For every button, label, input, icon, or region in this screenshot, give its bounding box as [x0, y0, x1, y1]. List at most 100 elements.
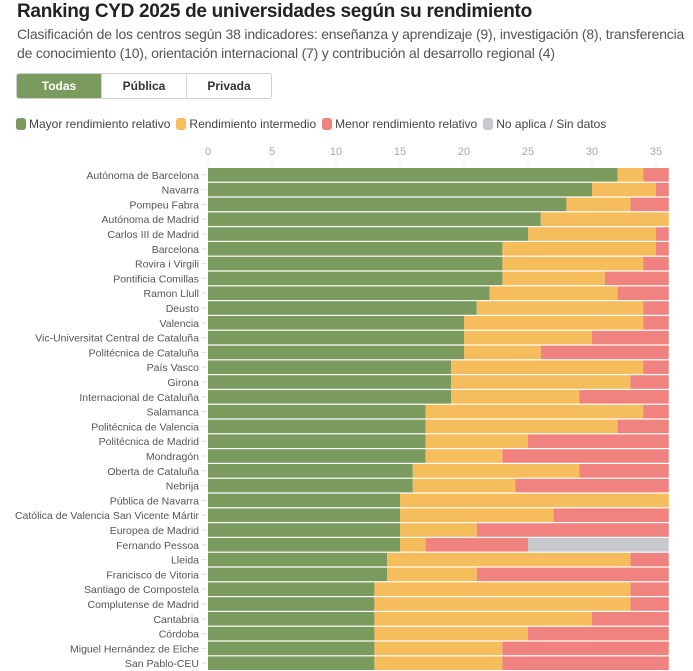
bar-segment-menor[interactable] [515, 478, 669, 493]
bar-segment-mayor[interactable] [208, 597, 375, 611]
bar-segment-mayor[interactable] [208, 508, 400, 522]
bar-segment-intermedio[interactable] [400, 523, 477, 537]
bar-segment-mayor[interactable] [208, 582, 375, 596]
bar-segment-menor[interactable] [630, 582, 669, 596]
bar-segment-intermedio[interactable] [374, 656, 503, 670]
bar-segment-mayor[interactable] [208, 404, 426, 419]
bar-segment-mayor[interactable] [208, 375, 452, 389]
filter-publica-button[interactable]: Pública [102, 74, 187, 98]
bar-segment-menor[interactable] [502, 641, 669, 656]
bar-segment-menor[interactable] [656, 242, 669, 256]
bar-segment-intermedio[interactable] [387, 567, 477, 582]
bar-segment-menor[interactable] [592, 612, 669, 626]
bar-segment-menor[interactable] [502, 656, 669, 670]
bar-segment-menor[interactable] [643, 168, 669, 182]
bar-segment-intermedio[interactable] [476, 301, 644, 315]
bar-segment-intermedio[interactable] [412, 464, 580, 478]
bar-segment-mayor[interactable] [208, 390, 452, 404]
bar-segment-mayor[interactable] [208, 523, 400, 537]
bar-segment-intermedio[interactable] [400, 538, 426, 552]
bar-segment-mayor[interactable] [208, 478, 413, 493]
bar-segment-mayor[interactable] [208, 419, 426, 434]
bar-segment-menor[interactable] [630, 197, 669, 212]
bar-segment-mayor[interactable] [208, 168, 618, 182]
bar-segment-intermedio[interactable] [451, 360, 644, 374]
bar-segment-mayor[interactable] [208, 567, 388, 582]
bar-segment-mayor[interactable] [208, 271, 503, 286]
bar-segment-menor[interactable] [540, 345, 669, 360]
legend-item-menor[interactable]: Menor rendimiento relativo [322, 117, 477, 131]
bar-segment-mayor[interactable] [208, 612, 375, 626]
bar-segment-intermedio[interactable] [502, 242, 656, 256]
bar-segment-mayor[interactable] [208, 242, 503, 256]
bar-segment-intermedio[interactable] [566, 197, 631, 212]
bar-segment-mayor[interactable] [208, 626, 375, 641]
bar-segment-intermedio[interactable] [502, 271, 605, 286]
bar-segment-intermedio[interactable] [425, 434, 528, 448]
bar-segment-mayor[interactable] [208, 449, 426, 463]
bar-segment-intermedio[interactable] [425, 404, 644, 419]
bar-segment-mayor[interactable] [208, 493, 400, 508]
bar-segment-mayor[interactable] [208, 464, 413, 478]
bar-segment-mayor[interactable] [208, 286, 490, 300]
bar-segment-intermedio[interactable] [425, 419, 618, 434]
legend-item-sin-datos[interactable]: No aplica / Sin datos [483, 117, 606, 131]
bar-segment-mayor[interactable] [208, 212, 541, 226]
bar-segment-intermedio[interactable] [374, 626, 528, 641]
bar-segment-menor[interactable] [579, 390, 669, 404]
bar-segment-mayor[interactable] [208, 552, 388, 567]
bar-segment-intermedio[interactable] [374, 612, 592, 626]
bar-segment-intermedio[interactable] [400, 508, 554, 522]
bar-segment-menor[interactable] [604, 271, 669, 286]
bar-segment-mayor[interactable] [208, 316, 464, 330]
bar-segment-menor[interactable] [579, 464, 669, 478]
bar-segment-mayor[interactable] [208, 656, 375, 670]
bar-segment-menor[interactable] [643, 301, 669, 315]
bar-segment-menor[interactable] [528, 626, 669, 641]
bar-segment-intermedio[interactable] [464, 316, 644, 330]
bar-segment-menor[interactable] [528, 434, 669, 448]
bar-segment-mayor[interactable] [208, 330, 464, 345]
bar-segment-intermedio[interactable] [374, 641, 503, 656]
bar-segment-menor[interactable] [476, 523, 669, 537]
bar-segment-menor[interactable] [656, 227, 669, 241]
bar-segment-intermedio[interactable] [374, 582, 631, 596]
bar-segment-mayor[interactable] [208, 538, 400, 552]
legend-item-mayor[interactable]: Mayor rendimiento relativo [16, 117, 170, 131]
bar-segment-intermedio[interactable] [528, 227, 656, 241]
bar-segment-menor[interactable] [592, 330, 669, 345]
bar-segment-menor[interactable] [502, 449, 669, 463]
bar-segment-menor[interactable] [656, 182, 669, 197]
bar-segment-mayor[interactable] [208, 434, 426, 448]
bar-segment-intermedio[interactable] [540, 212, 669, 226]
bar-segment-mayor[interactable] [208, 641, 375, 656]
bar-segment-intermedio[interactable] [451, 390, 580, 404]
bar-segment-intermedio[interactable] [400, 493, 669, 508]
bar-segment-intermedio[interactable] [451, 375, 631, 389]
bar-segment-menor[interactable] [643, 360, 669, 374]
bar-segment-intermedio[interactable] [502, 256, 644, 271]
bar-segment-menor[interactable] [476, 567, 669, 582]
bar-segment-mayor[interactable] [208, 360, 452, 374]
bar-segment-menor[interactable] [617, 419, 669, 434]
bar-segment-mayor[interactable] [208, 301, 477, 315]
bar-segment-menor[interactable] [630, 375, 669, 389]
bar-segment-mayor[interactable] [208, 227, 528, 241]
bar-segment-menor[interactable] [643, 404, 669, 419]
bar-segment-menor[interactable] [643, 316, 669, 330]
bar-segment-intermedio[interactable] [374, 597, 631, 611]
bar-segment-intermedio[interactable] [617, 168, 644, 182]
legend-item-intermedio[interactable]: Rendimiento intermedio [176, 117, 316, 131]
bar-segment-mayor[interactable] [208, 345, 464, 360]
bar-segment-intermedio[interactable] [489, 286, 618, 300]
bar-segment-intermedio[interactable] [592, 182, 656, 197]
bar-segment-intermedio[interactable] [425, 449, 503, 463]
bar-segment-intermedio[interactable] [464, 330, 592, 345]
bar-segment-intermedio[interactable] [387, 552, 631, 567]
bar-segment-intermedio[interactable] [464, 345, 541, 360]
bar-segment-menor[interactable] [553, 508, 669, 522]
bar-segment-mayor[interactable] [208, 182, 592, 197]
bar-segment-mayor[interactable] [208, 256, 503, 271]
bar-segment-mayor[interactable] [208, 197, 567, 212]
bar-segment-sin-datos[interactable] [528, 538, 669, 552]
